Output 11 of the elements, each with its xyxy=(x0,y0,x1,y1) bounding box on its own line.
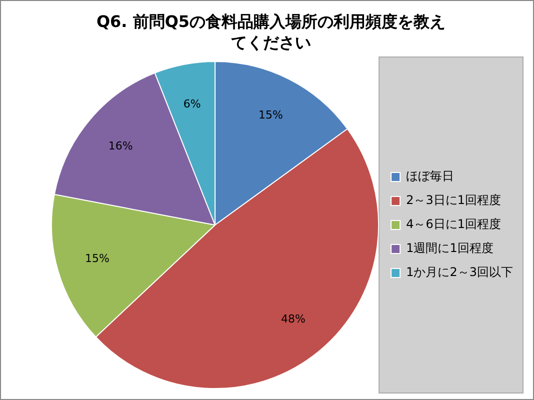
data-label: 15% xyxy=(258,108,283,122)
data-label: 48% xyxy=(281,312,306,326)
legend-label: 4～6日に1回程度 xyxy=(406,217,501,232)
legend-label: 1週間に1回程度 xyxy=(406,241,494,256)
data-label: 6% xyxy=(183,97,201,110)
data-label: 15% xyxy=(85,252,110,266)
data-label: 16% xyxy=(108,140,133,153)
legend-label: 1か月に2～3回以下 xyxy=(406,265,513,280)
legend-label: 2～3日に1回程度 xyxy=(406,193,501,208)
chart-title: Q6. 前問Q5の食料品購入場所の利用頻度を教えてください xyxy=(95,11,447,53)
legend-label: ほぼ毎日 xyxy=(406,169,454,184)
